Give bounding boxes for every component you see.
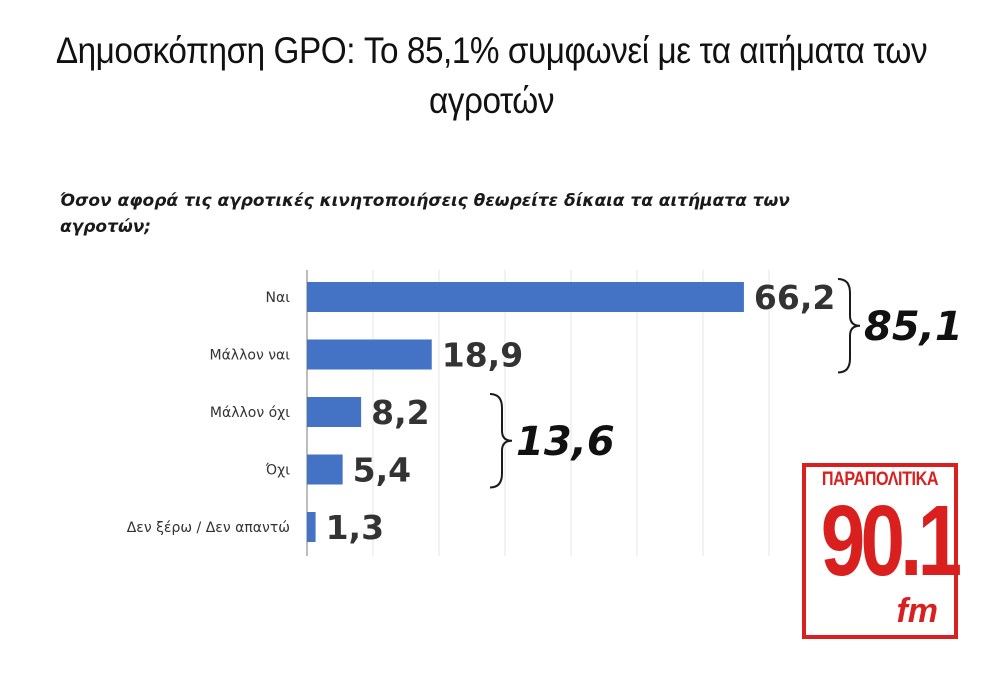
bar xyxy=(307,512,316,542)
bar xyxy=(307,282,744,312)
survey-question: Όσον αφορά τις αγροτικές κινητοποιήσεις … xyxy=(60,188,860,240)
data-label: 8,2 xyxy=(371,393,429,432)
group-brace xyxy=(837,278,861,374)
survey-question-line-1: Όσον αφορά τις αγροτικές κινητοποιήσεις … xyxy=(60,191,790,211)
category-label: Ναι xyxy=(266,290,291,306)
station-logo: ΠΑΡΑΠΟΛΙΤΙΚΑ 90.1 fm xyxy=(802,463,962,639)
data-label: 1,3 xyxy=(326,508,384,547)
group-brace xyxy=(489,393,513,489)
category-label: Μάλλον όχι xyxy=(210,405,290,421)
logo-frequency-text: 90.1 xyxy=(820,485,962,597)
logo-brand-text: ΠΑΡΑΠΟΛΙΤΙΚΑ xyxy=(821,469,939,490)
data-label: 5,4 xyxy=(353,451,411,490)
category-label: Δεν ξέρω / Δεν απαντώ xyxy=(127,520,290,536)
headline-line-2: αγροτών xyxy=(428,80,555,121)
headline: Δημοσκόπηση GPO: Το 85,1% συμφωνεί με τα… xyxy=(49,26,934,126)
data-label: 18,9 xyxy=(442,336,523,375)
bar xyxy=(307,397,362,427)
category-label: Όχι xyxy=(265,463,290,479)
group-total-label: 85,1 xyxy=(864,304,963,350)
headline-line-1: Δημοσκόπηση GPO: Το 85,1% συμφωνεί με τα… xyxy=(55,30,928,71)
category-label: Μάλλον ναι xyxy=(210,348,291,364)
group-total-label: 13,6 xyxy=(516,419,615,465)
data-label: 66,2 xyxy=(754,278,835,317)
bar xyxy=(307,339,432,370)
survey-question-line-2: αγροτών; xyxy=(60,217,152,237)
bar xyxy=(307,454,343,485)
logo-band-text: fm xyxy=(896,592,938,630)
